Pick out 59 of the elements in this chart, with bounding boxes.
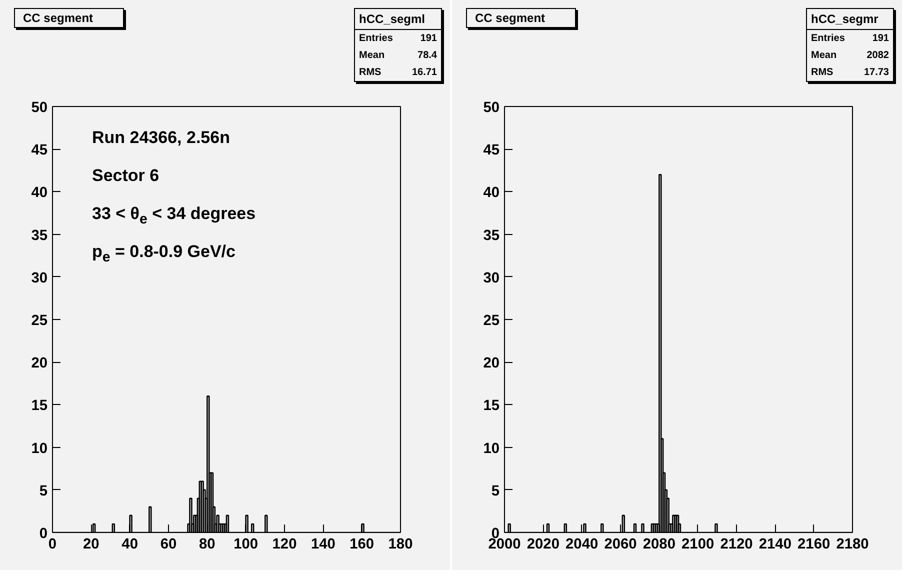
x-tick-label: 2180 — [836, 536, 869, 552]
text: Entries — [358, 32, 394, 46]
x-tick-label: 180 — [388, 536, 413, 552]
text: hCC_segmr — [807, 9, 893, 30]
y-tick-label: 50 — [483, 100, 500, 116]
annotation: 33 < θ$_{e}$ < 34 degrees — [92, 204, 256, 228]
y-tick-label: 20 — [31, 356, 48, 372]
x-tick-label: 2080 — [642, 536, 676, 552]
text: 191 — [871, 32, 890, 46]
text: Entries — [810, 32, 846, 46]
text: Mean — [810, 49, 838, 63]
text: 2082 — [866, 49, 890, 63]
x-tick-label: 2100 — [682, 536, 714, 552]
annotation: Run 24366, 2.56n — [92, 128, 230, 148]
x-tick-label: 20 — [83, 536, 100, 552]
y-tick-label: 40 — [483, 185, 500, 202]
x-tick-label: 2140 — [758, 536, 792, 552]
y-tick-label: 10 — [31, 440, 48, 457]
x-tick-label: 2160 — [798, 536, 830, 552]
x-tick-label: 2120 — [720, 536, 753, 552]
chart-title: CC segment — [466, 8, 576, 28]
x-tick-label: 120 — [272, 536, 297, 552]
text: 16.71 — [410, 66, 438, 80]
y-tick-label: 15 — [31, 398, 48, 414]
text: 17.73 — [862, 66, 890, 80]
y-tick-label: 30 — [31, 270, 48, 286]
y-tick-label: 45 — [31, 142, 48, 159]
y-tick-label: 45 — [483, 142, 500, 159]
y-tick-label: 50 — [31, 100, 48, 116]
y-tick-label: 25 — [31, 313, 48, 329]
x-tick-label: 60 — [160, 536, 177, 552]
y-tick-label: 35 — [483, 228, 500, 244]
text: RMS — [358, 66, 382, 80]
text: 191 — [419, 32, 438, 46]
y-tick-label: 10 — [483, 440, 500, 457]
y-tick-label: 30 — [483, 270, 500, 286]
y-tick-label: 25 — [483, 313, 500, 329]
y-tick-label: 20 — [483, 356, 500, 372]
annotation: Sector 6 — [92, 166, 160, 186]
y-tick-label: 0 — [39, 526, 48, 542]
text: RMS — [810, 66, 834, 80]
x-tick-label: 100 — [234, 536, 258, 552]
x-tick-label: 40 — [122, 536, 138, 552]
x-tick-label: 2020 — [526, 536, 560, 552]
text: Mean — [358, 49, 386, 63]
y-tick-label: 5 — [491, 483, 500, 500]
text: hCC_segml — [355, 9, 441, 30]
chart-title: CC segment — [14, 8, 124, 28]
annotation: p$_{e}$ = 0.8-0.9 GeV/c — [92, 242, 236, 266]
y-tick-label: 35 — [31, 228, 48, 244]
x-tick-label: 2060 — [604, 536, 637, 552]
text: 78.4 — [416, 49, 438, 63]
x-tick-label: 160 — [350, 536, 374, 552]
x-tick-label: 80 — [199, 536, 216, 552]
y-tick-label: 15 — [483, 398, 500, 414]
x-tick-label: 140 — [310, 536, 336, 552]
y-tick-label: 5 — [39, 483, 48, 500]
x-tick-label: 2040 — [566, 536, 598, 552]
y-tick-label: 40 — [31, 185, 48, 202]
